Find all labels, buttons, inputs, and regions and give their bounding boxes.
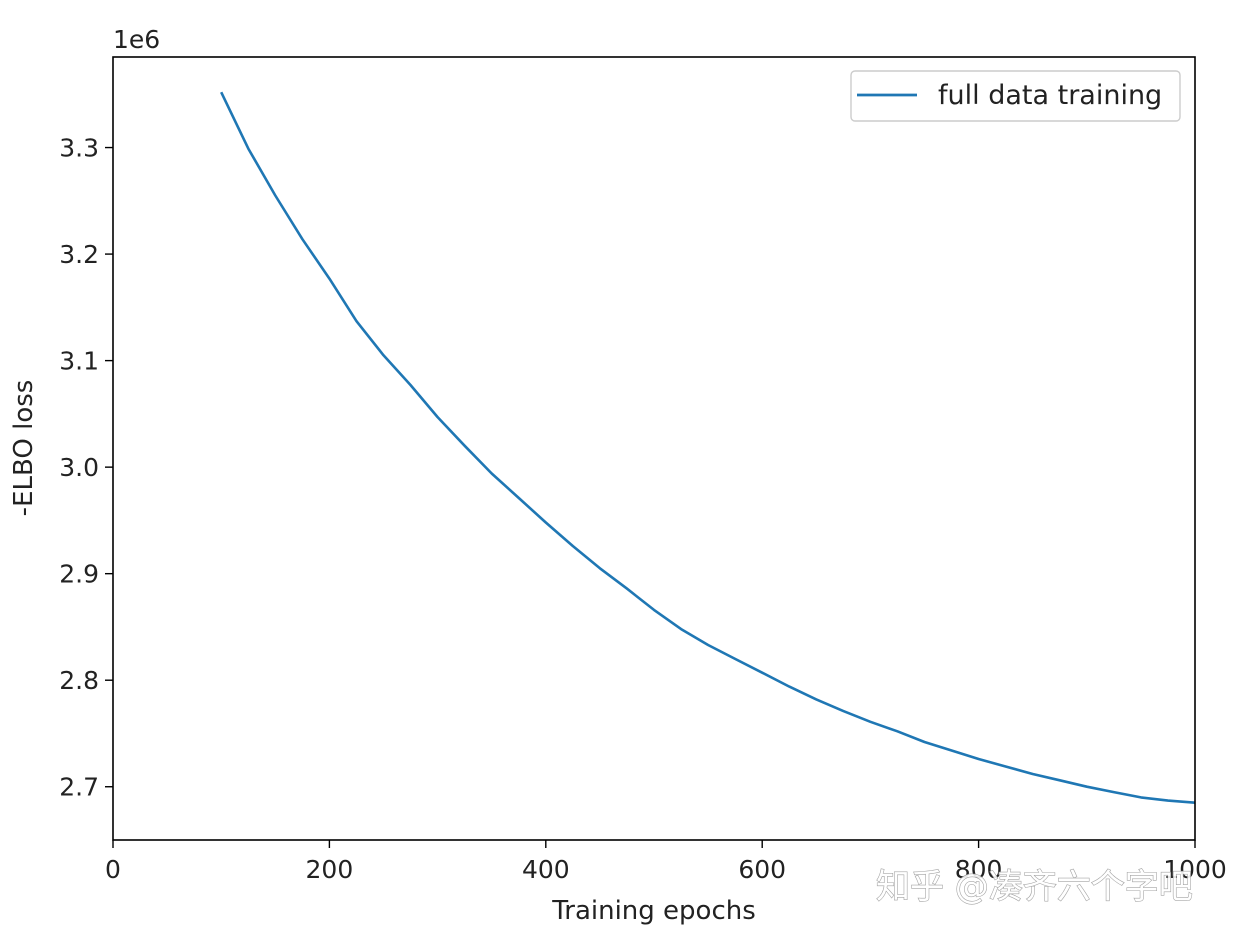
- x-axis-ticks: 0 200 400 600 800 1000: [105, 840, 1227, 884]
- x-axis-label: Training epochs: [551, 896, 756, 926]
- y-tick-label: 3.1: [59, 347, 99, 376]
- plot-background: [113, 57, 1195, 840]
- plot-frame: [112, 56, 1196, 841]
- y-axis-ticks: 2.7 2.8 2.9 3.0 3.1 3.2 3.3: [59, 134, 113, 802]
- y-tick-label: 2.8: [59, 666, 99, 695]
- y-offset-label: 1e6: [113, 25, 160, 54]
- y-tick-label: 3.2: [59, 240, 99, 269]
- x-tick-label: 600: [738, 855, 786, 884]
- x-tick-label: 0: [105, 855, 121, 884]
- y-tick-label: 2.9: [59, 560, 99, 589]
- x-tick-label: 1000: [1163, 855, 1227, 884]
- y-tick-label: 3.0: [59, 453, 99, 482]
- x-tick-label: 200: [306, 855, 354, 884]
- y-axis-label: -ELBO loss: [9, 380, 39, 517]
- x-tick-label: 400: [522, 855, 570, 884]
- legend-label: full data training: [938, 80, 1162, 111]
- legend: full data training: [850, 70, 1181, 122]
- y-tick-label: 3.3: [59, 134, 99, 163]
- legend-box: [850, 70, 1181, 122]
- watermark: 知乎 @凑齐六个字吧: [876, 867, 1193, 907]
- loss-series-line: [220, 91, 1196, 804]
- y-tick-label: 2.7: [59, 773, 99, 802]
- x-tick-label: 800: [955, 855, 1003, 884]
